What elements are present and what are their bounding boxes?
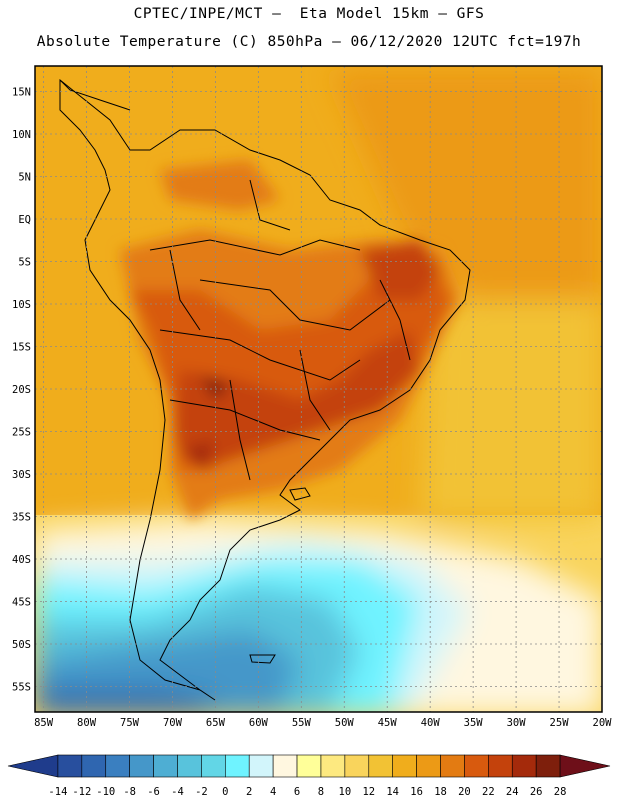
longitude-labels: 85W 80W 75W 70W 65W 60W 55W 50W 45W 40W 35W 30W 25W 2… (34, 717, 612, 729)
lon-label: 40W (421, 717, 441, 729)
colorbar-tick-label: -8 (123, 786, 136, 798)
colorbar-swatch (81, 754, 107, 778)
lat-label: 25S (12, 427, 31, 439)
lat-label: 55S (12, 682, 31, 694)
colorbar-tick-label: -4 (171, 786, 184, 798)
colorbar-tick-label: -12 (72, 786, 91, 798)
colorbar-swatch (368, 754, 393, 778)
lon-label: 55W (292, 717, 312, 729)
colorbar-swatch (57, 754, 83, 778)
colorbar-tick-label: 4 (270, 786, 276, 798)
lat-label: 15S (12, 342, 31, 354)
lon-label: 65W (206, 717, 226, 729)
colorbar-swatch (129, 754, 154, 778)
lon-label: 85W (34, 717, 54, 729)
colorbar-tick-label: 8 (318, 786, 324, 798)
chart-title-line1: CPTEC/INPE/MCT – Eta Model 15km – GFS (133, 6, 485, 22)
lon-label: 50W (335, 717, 355, 729)
colorbar-tick-label: 22 (482, 786, 495, 798)
colorbar-swatch (320, 754, 346, 778)
map-frame (34, 65, 603, 713)
lat-label: 10N (12, 129, 31, 141)
colorbar-tick-label: -14 (48, 786, 67, 798)
colorbar-swatch (535, 754, 561, 778)
lon-label: 75W (120, 717, 140, 729)
colorbar-tick-label: 20 (458, 786, 471, 798)
colorbar-swatch (153, 754, 178, 778)
colorbar-swatch (225, 754, 250, 778)
chart-title-line2: Absolute Temperature (C) 850hPa – 06/12/… (36, 34, 582, 50)
colorbar-swatch (201, 754, 226, 778)
colorbar-tick-label: 24 (506, 786, 519, 798)
colorbar-swatch (559, 754, 611, 778)
colorbar-tick-label: 26 (530, 786, 543, 798)
colorbar-swatch (488, 754, 513, 778)
colorbar-swatch (416, 754, 441, 778)
lon-label: 45W (378, 717, 398, 729)
lon-label: 25W (550, 717, 570, 729)
colorbar-swatch (344, 754, 370, 778)
colorbar-tick-label: 12 (362, 786, 375, 798)
colorbar-swatch (296, 754, 322, 778)
colorbar-tick-label: -10 (96, 786, 115, 798)
lat-label: 35S (12, 512, 31, 524)
colorbar-tick-label: 0 (222, 786, 228, 798)
lat-label: 20S (12, 384, 31, 396)
colorbar-tick-label: 6 (294, 786, 300, 798)
colorbar-swatch (272, 754, 298, 778)
lat-label: 5S (18, 257, 31, 269)
lon-label: 30W (507, 717, 527, 729)
lon-label: 70W (163, 717, 183, 729)
lat-label: 30S (12, 469, 31, 481)
colorbar-swatch (440, 754, 465, 778)
colorbar-swatch (105, 754, 130, 778)
lat-label: 10S (12, 299, 31, 311)
lat-label: EQ (18, 214, 31, 226)
lon-label: 60W (249, 717, 269, 729)
colorbar-tick-label: -6 (147, 786, 160, 798)
lat-label: 15N (12, 87, 31, 99)
colorbar-swatch (248, 754, 274, 778)
lon-label: 35W (464, 717, 484, 729)
colorbar-swatch (511, 754, 537, 778)
colorbar-tick-label: 2 (246, 786, 252, 798)
colorbar-swatch (392, 754, 417, 778)
colorbar-swatch (7, 754, 59, 778)
lon-label: 20W (593, 717, 613, 729)
colorbar-swatch (464, 754, 489, 778)
lat-label: 50S (12, 639, 31, 651)
temperature-field (35, 66, 602, 712)
colorbar-tick-label: 14 (386, 786, 399, 798)
lat-label: 45S (12, 597, 31, 609)
lon-label: 80W (77, 717, 97, 729)
colorbar-tick-label: 10 (339, 786, 352, 798)
colorbar-tick-label: -2 (195, 786, 208, 798)
colorbar-tick-label: 18 (434, 786, 447, 798)
lat-label: 40S (12, 554, 31, 566)
colorbar: -14 -12 -10 -8 -6 -4 -2 0 2 4 6 8 10 12 14 16 18 20 22 24 26… (7, 754, 611, 798)
colorbar-tick-label: 28 (554, 786, 567, 798)
colorbar-tick-label: 16 (410, 786, 423, 798)
lat-label: 5N (18, 172, 31, 184)
colorbar-swatch (177, 754, 202, 778)
latitude-labels: 15N 10N 5N EQ 5S 10S 15S 20S 25S 30S 35S 40S 45S 50S 5… (12, 87, 31, 694)
